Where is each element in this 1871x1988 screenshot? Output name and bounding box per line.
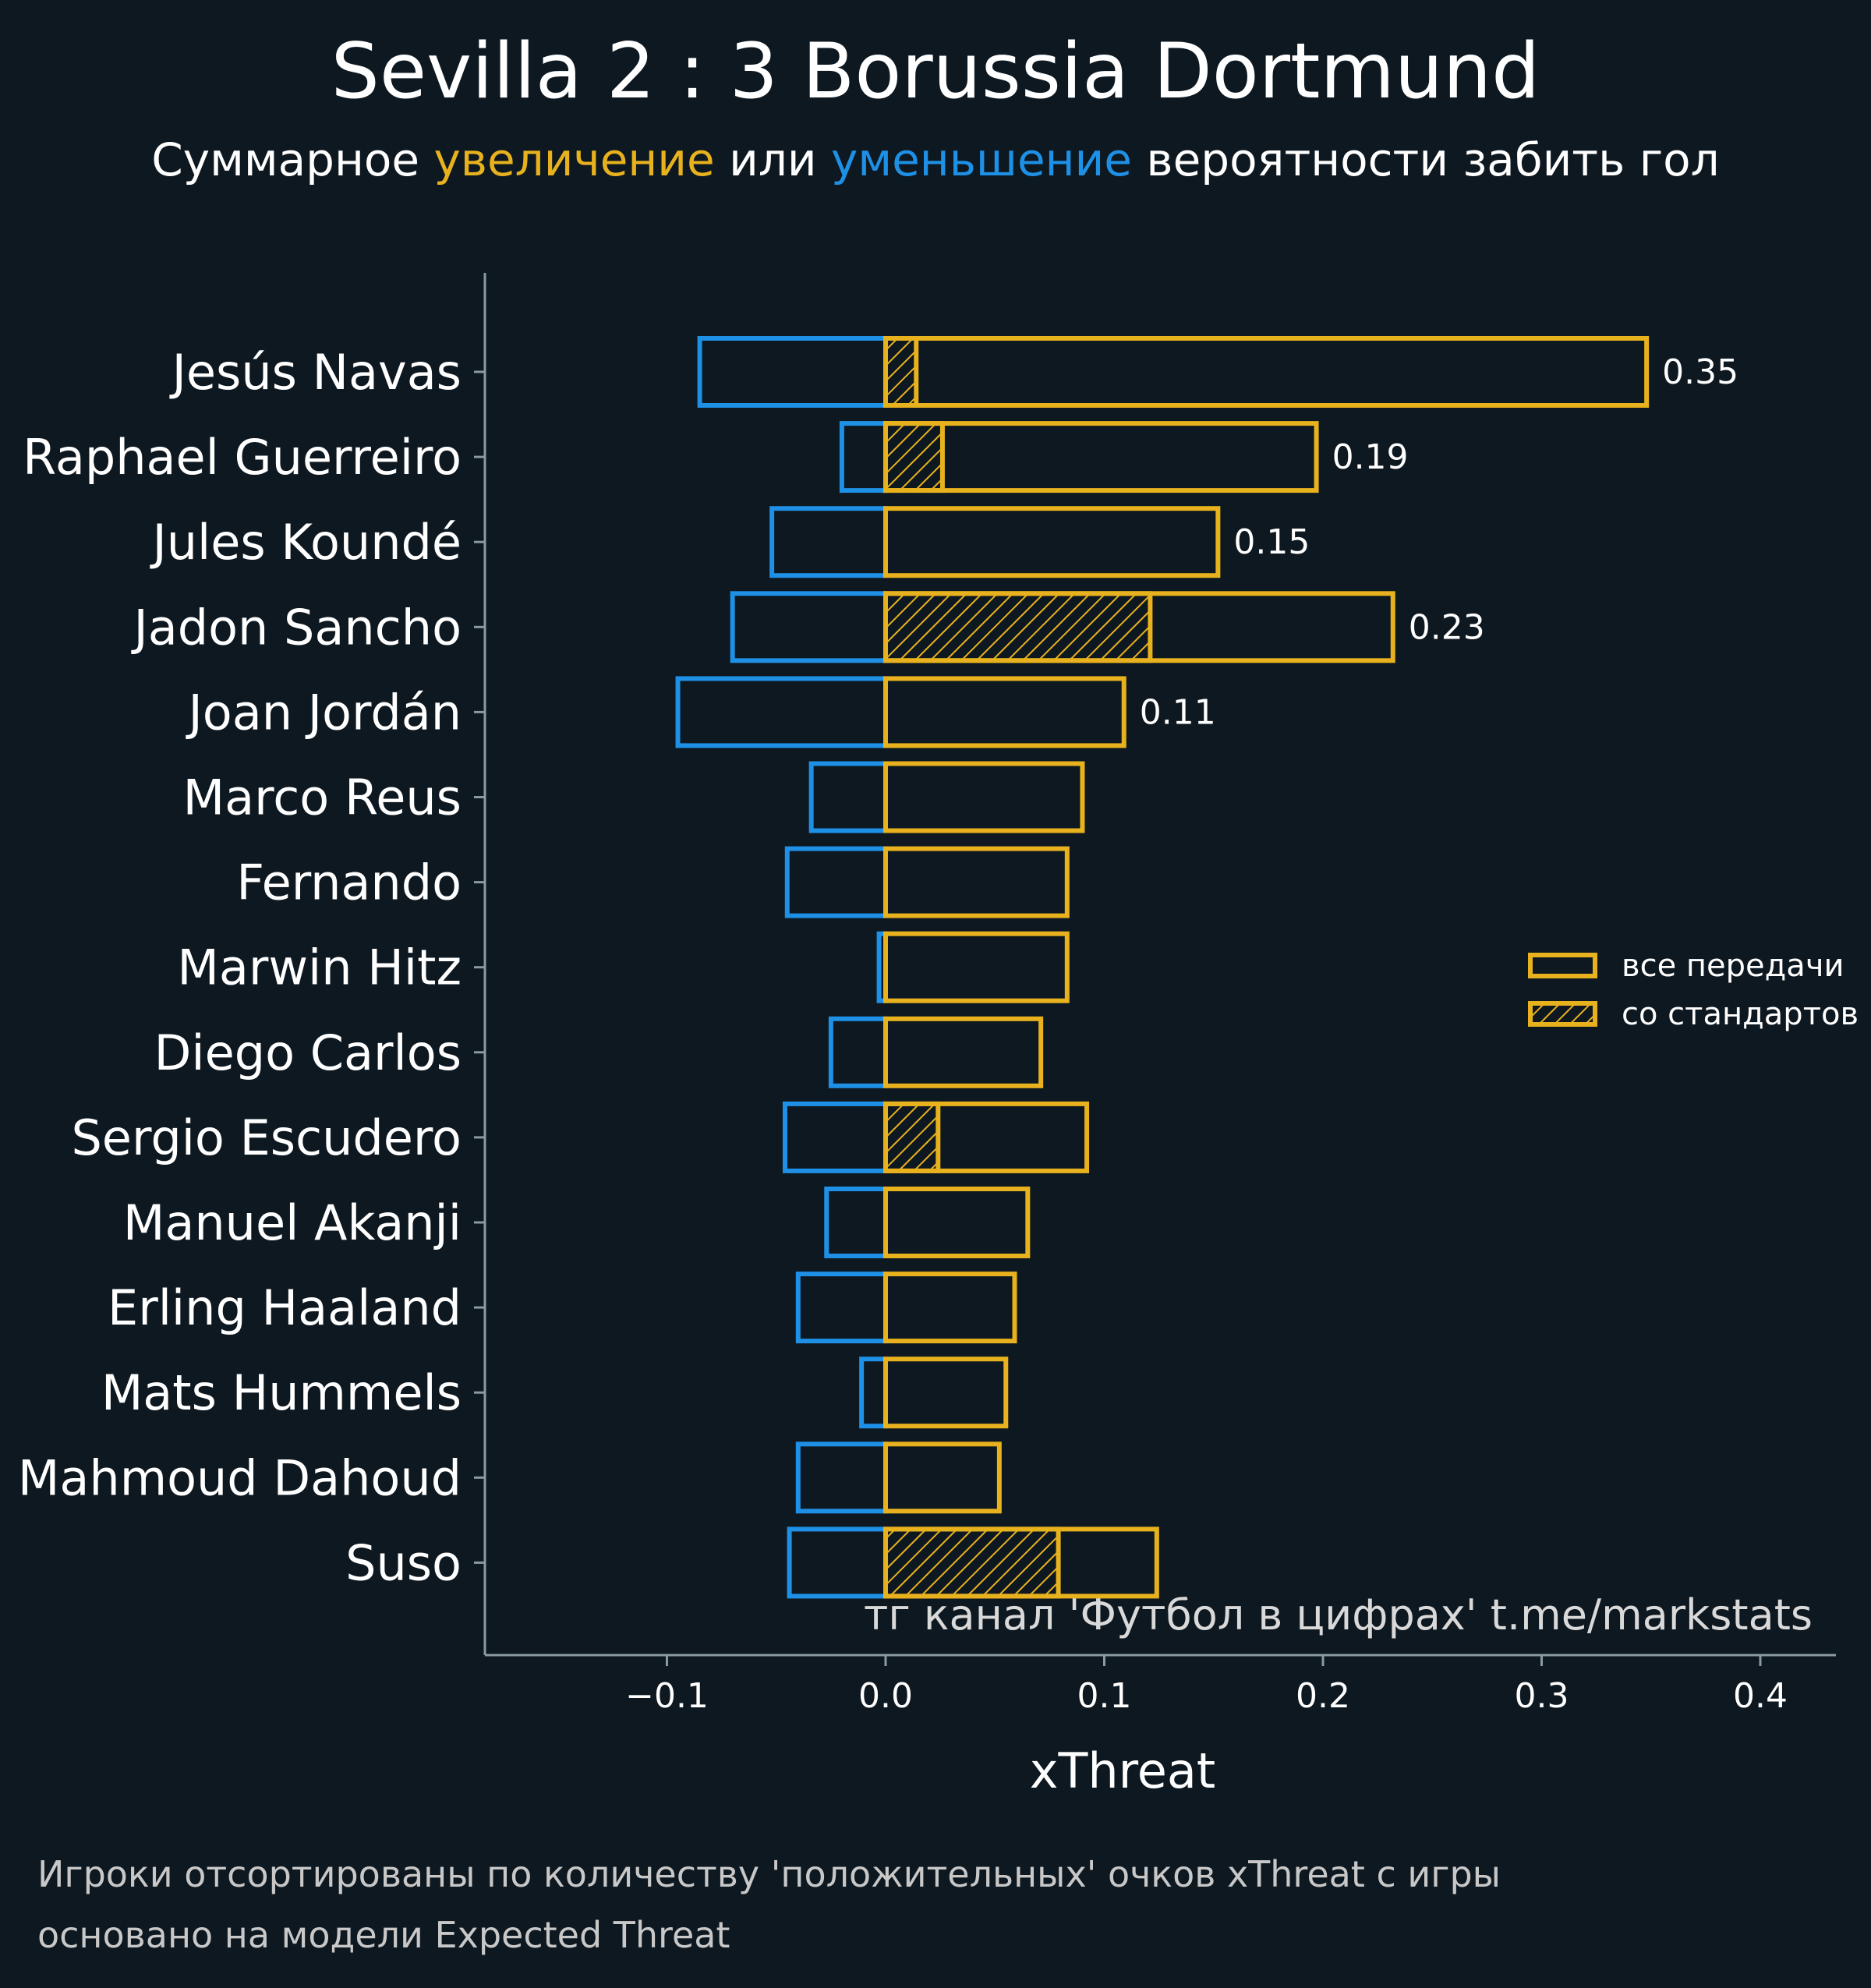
legend-swatch-set-pieces — [1528, 1001, 1597, 1027]
player-label: Marco Reus — [183, 769, 462, 826]
bar-positive — [883, 1357, 1009, 1429]
bar-value-label: 0.19 — [1332, 437, 1409, 477]
bar-set-pieces — [883, 1101, 941, 1173]
bar-set-pieces — [883, 421, 945, 493]
bar-positive — [883, 931, 1070, 1003]
bar-positive — [883, 1101, 1090, 1173]
bar-positive — [883, 1187, 1031, 1258]
player-label: Joan Jordán — [186, 684, 462, 741]
x-tick-label: 0.3 — [1515, 1676, 1569, 1716]
bar-positive — [883, 336, 1650, 408]
bar-positive — [883, 591, 1395, 663]
bar-positive — [883, 676, 1126, 748]
bar-set-pieces — [883, 336, 919, 408]
player-label: Suso — [345, 1534, 462, 1591]
bar-positive — [883, 1016, 1044, 1088]
player-label: Mahmoud Dahoud — [18, 1449, 462, 1506]
x-tick-label: 0.2 — [1296, 1676, 1350, 1716]
x-tick-label: 0.0 — [858, 1676, 913, 1716]
x-tick-label: 0.4 — [1733, 1676, 1788, 1716]
player-label: Jesús Navas — [169, 344, 462, 401]
bar-positive — [883, 1526, 1159, 1599]
subtitle-part1: Суммарное — [151, 133, 433, 186]
x-axis-label: xThreat — [1030, 1742, 1215, 1799]
chart-subtitle: Суммарное увеличение или уменьшение веро… — [151, 133, 1719, 186]
player-label: Erling Haaland — [108, 1279, 462, 1336]
watermark-text: тг канал 'Футбол в цифрах' t.me/markstat… — [864, 1590, 1813, 1640]
player-label: Fernando — [236, 854, 462, 911]
bar-set-pieces — [883, 591, 1153, 663]
footnote-line2: основано на модели Expected Threat — [37, 1914, 730, 1956]
bar-value-label: 0.23 — [1409, 607, 1485, 647]
bars-layer: 0.35 0.19 0.15 0.23 0.11 — [675, 336, 1738, 1599]
bar-value-label: 0.15 — [1233, 522, 1310, 562]
bar-positive — [883, 421, 1319, 493]
player-labels: Jesús Navas Raphael Guerreiro Jules Koundé… — [18, 344, 485, 1591]
legend-swatch-all-passes — [1528, 953, 1597, 978]
bar-positive — [883, 761, 1085, 833]
bar-positive — [883, 846, 1070, 918]
player-label: Sergio Escudero — [71, 1109, 462, 1166]
player-label: Raphael Guerreiro — [23, 429, 462, 486]
subtitle-part3: вероятности забить гол — [1132, 133, 1720, 186]
footnote-line1: Игроки отсортированы по количеству 'поло… — [37, 1853, 1501, 1895]
player-label: Jadon Sancho — [130, 599, 462, 656]
player-label: Mats Hummels — [101, 1364, 462, 1421]
x-tick-label: −0.1 — [625, 1676, 709, 1716]
chart-title: Sevilla 2 : 3 Borussia Dortmund — [331, 27, 1540, 116]
subtitle-decrease: уменьшение — [831, 133, 1132, 186]
x-ticks: −0.1 0.0 0.1 0.2 0.3 0.4 — [625, 1655, 1788, 1716]
axes — [483, 273, 1836, 1657]
subtitle-part2: или — [715, 133, 831, 186]
legend-label-all-passes: все передачи — [1622, 948, 1844, 984]
player-label: Jules Koundé — [149, 514, 462, 571]
legend: все передачи со стандартов — [1528, 948, 1859, 1032]
bar-positive — [883, 506, 1221, 578]
legend-label-set-pieces: со стандартов — [1622, 996, 1859, 1032]
player-label: Manuel Akanji — [123, 1194, 462, 1251]
x-tick-label: 0.1 — [1077, 1676, 1132, 1716]
subtitle-increase: увеличение — [433, 133, 714, 186]
bar-positive — [883, 1272, 1017, 1344]
bar-value-label: 0.35 — [1662, 352, 1738, 392]
bar-positive — [883, 1441, 1002, 1514]
bar-set-pieces — [883, 1526, 1061, 1599]
bar-value-label: 0.11 — [1140, 692, 1216, 732]
player-label: Marwin Hitz — [177, 939, 462, 996]
player-label: Diego Carlos — [154, 1024, 462, 1081]
